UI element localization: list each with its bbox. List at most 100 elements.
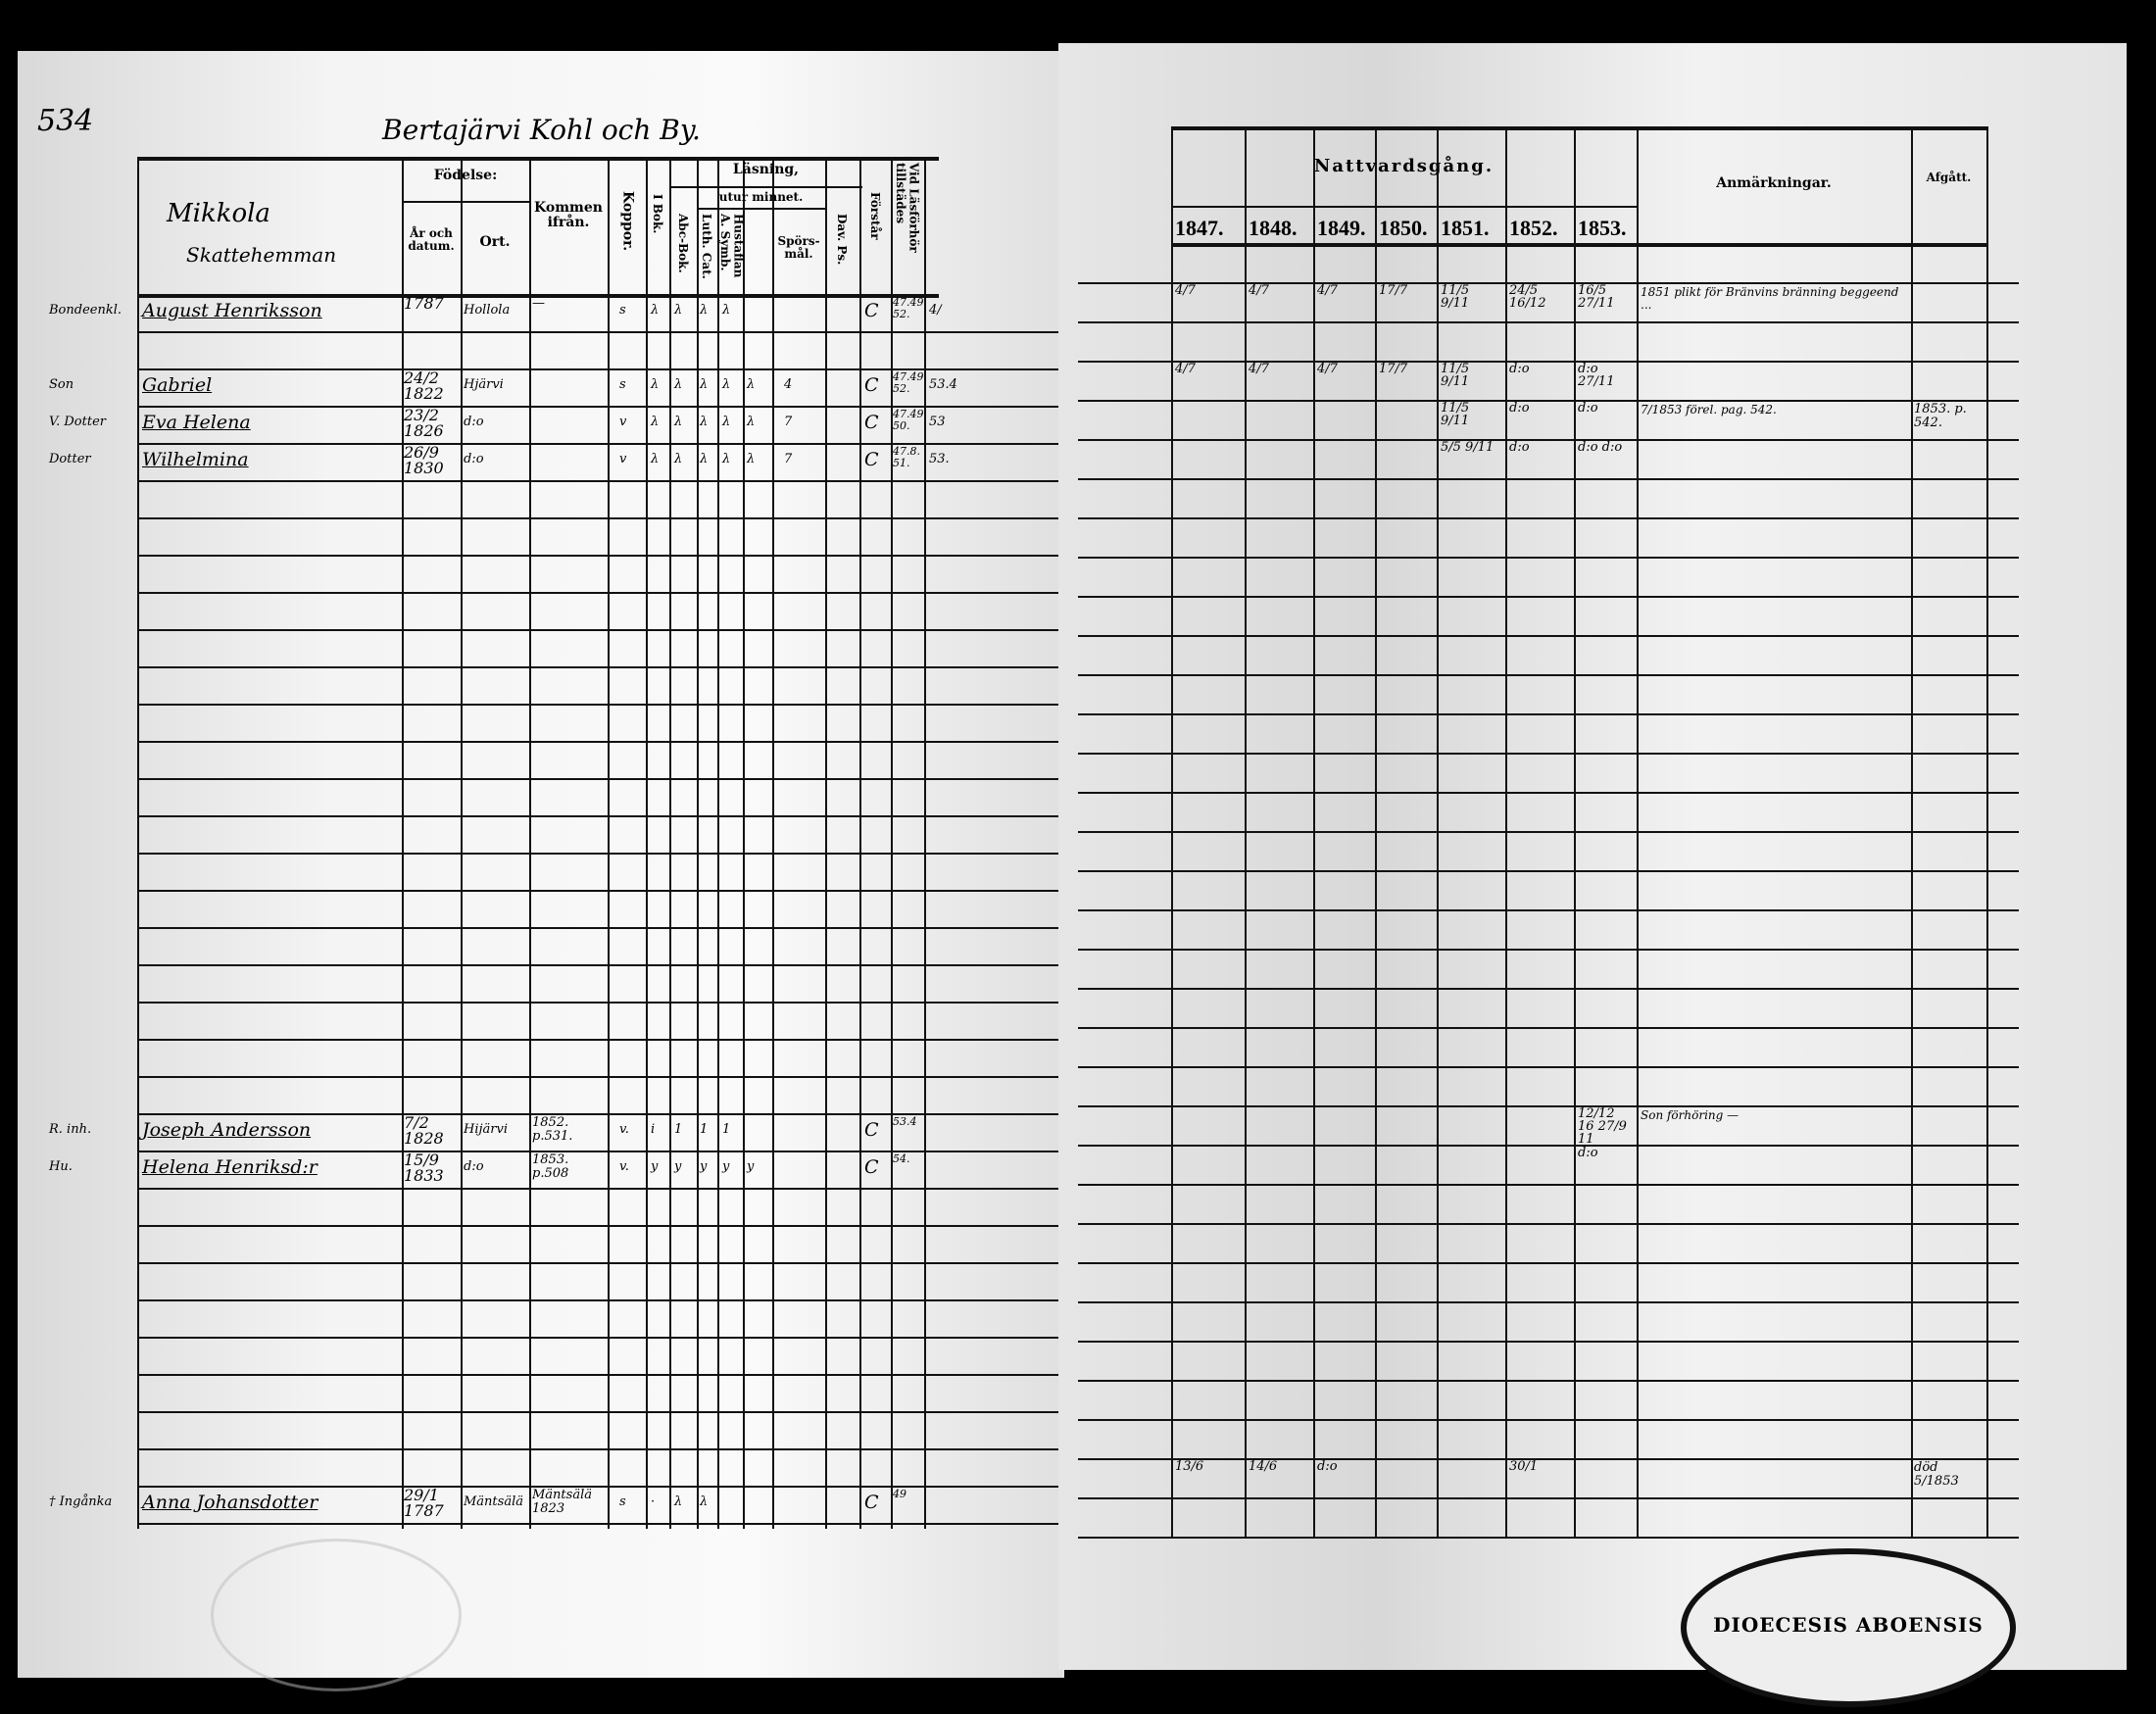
rule-line — [1078, 361, 2019, 363]
rule-line — [137, 1076, 1058, 1078]
forstar-mark: C — [864, 1156, 879, 1178]
year-header-1849: 1849. — [1317, 216, 1366, 240]
rule-line — [137, 1299, 1058, 1301]
communion-date: d:o — [1317, 1459, 1338, 1474]
column-line — [772, 157, 774, 1529]
koppor-mark: s — [619, 1494, 626, 1509]
extra-note: 53 — [929, 415, 946, 429]
person-relation: V. Dotter — [49, 415, 106, 429]
reading-mark: λ — [674, 303, 683, 318]
reading-mark: λ — [651, 377, 660, 392]
rule-line — [1078, 321, 2019, 323]
rule-line — [697, 208, 825, 210]
kommen-ifran-header: Kommen ifrån. — [534, 200, 603, 231]
reading-mark: λ — [700, 415, 709, 429]
rule-line — [137, 443, 1058, 445]
reading-mark: y — [674, 1159, 682, 1174]
right-page — [1058, 43, 2127, 1670]
afgatt-header: Afgått. — [1926, 171, 1972, 184]
column-line — [669, 157, 671, 1529]
forstar-mark: C — [864, 1119, 879, 1141]
reading-mark: · — [651, 1494, 656, 1509]
fodelse-header: Födelse: — [433, 168, 498, 183]
birth-place: Hijärvi — [464, 1122, 508, 1137]
birth-date: 15/9 1833 — [404, 1151, 444, 1185]
rule-line — [137, 1411, 1058, 1413]
reading-mark: λ — [651, 415, 660, 429]
birth-place: d:o — [464, 1159, 484, 1174]
anmarkningar-header: Anmärkningar. — [1716, 175, 1832, 191]
utur-minnet-header: utur minnet. — [718, 190, 804, 204]
rule-line — [1078, 988, 2019, 990]
luth-cat-header: Luth. Cat. — [700, 214, 714, 279]
communion-date: d:o — [1509, 440, 1530, 455]
column-line — [1171, 126, 1173, 1539]
person-relation: Hu. — [49, 1159, 73, 1174]
birth-place: Hollola — [464, 303, 511, 318]
diocese-stamp: DIOECESIS ABOENSIS — [1681, 1548, 2016, 1707]
reading-mark: λ — [747, 452, 756, 466]
rule-line — [137, 331, 1058, 333]
remark: 1851 plikt för Bränvins bränning beggeen… — [1641, 285, 1899, 313]
column-line — [717, 157, 719, 1529]
hustaflan-header: Hustaflan A. Symb. — [718, 214, 746, 278]
extra-note: 4/ — [929, 303, 942, 318]
rule-line — [137, 1188, 1058, 1190]
rule-line — [1078, 557, 2019, 559]
reading-mark: λ — [722, 303, 731, 318]
rule-line — [1078, 1458, 2019, 1460]
rule-line — [1078, 1027, 2019, 1029]
rule-line — [137, 704, 1058, 706]
column-line — [646, 157, 648, 1529]
lasforhor-header: Vid Läsförhör tillstädes — [894, 163, 921, 253]
forstar-header: Förstår — [868, 192, 883, 240]
reading-mark: λ — [722, 452, 731, 466]
person-relation: Dotter — [49, 452, 91, 466]
column-line — [1986, 126, 1988, 1539]
person-name: Helena Henriksd:r — [142, 1156, 318, 1178]
year-header-1853: 1853. — [1578, 216, 1627, 240]
reading-mark: y — [700, 1159, 708, 1174]
rule-line — [137, 629, 1058, 631]
column-line — [825, 157, 827, 1529]
forstar-mark: C — [864, 449, 879, 470]
village-title: Bertajärvi Kohl och By. — [382, 114, 701, 146]
koppor-header: Koppor. — [619, 191, 636, 252]
forstar-mark: C — [864, 300, 879, 321]
rule-line — [137, 592, 1058, 594]
rule-line — [137, 157, 939, 161]
rule-line — [1078, 1301, 2019, 1303]
column-line — [924, 157, 926, 1529]
column-line — [1574, 126, 1576, 1539]
column-line — [697, 157, 699, 1529]
person-name: Anna Johansdotter — [142, 1492, 318, 1513]
rule-line — [137, 1113, 1058, 1115]
koppor-mark: v. — [619, 1122, 629, 1137]
lasforhor-years: 53.4 — [893, 1115, 917, 1128]
lasforhor-years: 47.8. 51. — [893, 445, 920, 470]
moved-from: — — [532, 296, 545, 311]
reading-mark: λ — [700, 377, 709, 392]
communion-date: 11/5 9/11 — [1441, 362, 1470, 389]
communion-date: 11/5 9/11 — [1441, 283, 1470, 311]
column-line — [1637, 126, 1639, 1539]
forstar-mark: C — [864, 1492, 879, 1513]
rule-line — [1078, 1419, 2019, 1421]
rule-line — [669, 186, 862, 188]
page-number: 534 — [37, 104, 94, 138]
lasforhor-years: 47.49 50. — [893, 408, 924, 433]
person-name: Wilhelmina — [142, 449, 249, 470]
year-header-1850: 1850. — [1379, 216, 1428, 240]
rule-line — [1078, 1223, 2019, 1225]
person-name: Eva Helena — [142, 412, 251, 433]
communion-date: 4/7 — [1317, 283, 1338, 298]
rule-line — [1078, 1105, 2019, 1107]
reading-mark: λ — [700, 452, 709, 466]
communion-date: d:o — [1509, 401, 1530, 416]
rule-line — [1171, 243, 1986, 247]
rule-line — [137, 1374, 1058, 1376]
rule-line — [1078, 713, 2019, 715]
person-relation: † Ingånka — [49, 1494, 113, 1509]
rule-line — [1078, 792, 2019, 794]
birth-place: Mäntsälä — [464, 1494, 523, 1509]
